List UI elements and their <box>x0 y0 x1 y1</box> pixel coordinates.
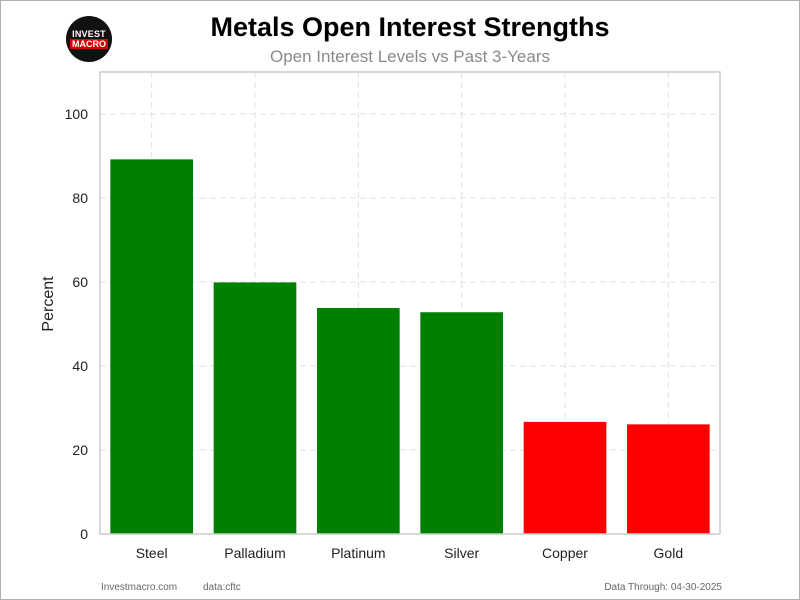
y-tick-label: 20 <box>72 442 88 458</box>
x-tick-label: Gold <box>654 545 684 561</box>
bar-silver <box>420 312 503 534</box>
y-tick-label: 40 <box>72 358 88 374</box>
logo-text-top: INVEST <box>72 29 106 39</box>
footer-date: Data Through: 04-30-2025 <box>604 582 722 593</box>
footer-site: Investmacro.com <box>101 582 178 593</box>
bars <box>110 159 710 535</box>
footer-source: data:cftc <box>203 582 241 593</box>
x-tick-label: Steel <box>136 545 168 561</box>
bar-palladium <box>213 282 297 534</box>
bar-gold <box>627 424 710 534</box>
x-tick-label: Palladium <box>224 545 285 561</box>
x-tick-label: Copper <box>542 545 588 561</box>
investmacro-logo: INVEST MACRO <box>66 16 112 62</box>
y-axis-label: Percent <box>40 276 57 332</box>
y-axis-ticks: 0 20 40 60 80 100 <box>65 106 89 542</box>
bar-copper <box>523 421 607 534</box>
y-tick-label: 100 <box>65 106 89 122</box>
x-axis-ticks: Steel Palladium Platinum Silver Copper Gold <box>136 545 683 561</box>
chart-title: Metals Open Interest Strengths <box>210 12 610 42</box>
y-tick-label: 60 <box>72 274 88 290</box>
y-tick-label: 0 <box>80 526 88 542</box>
plot-area-border <box>99 71 721 535</box>
bar-steel <box>110 159 193 535</box>
chart-subtitle: Open Interest Levels vs Past 3-Years <box>269 47 551 66</box>
x-tick-label: Silver <box>444 545 479 561</box>
x-tick-label: Platinum <box>331 545 385 561</box>
y-tick-label: 80 <box>72 190 88 206</box>
logo-text-bottom: MACRO <box>70 39 108 49</box>
bar-platinum <box>317 308 400 534</box>
